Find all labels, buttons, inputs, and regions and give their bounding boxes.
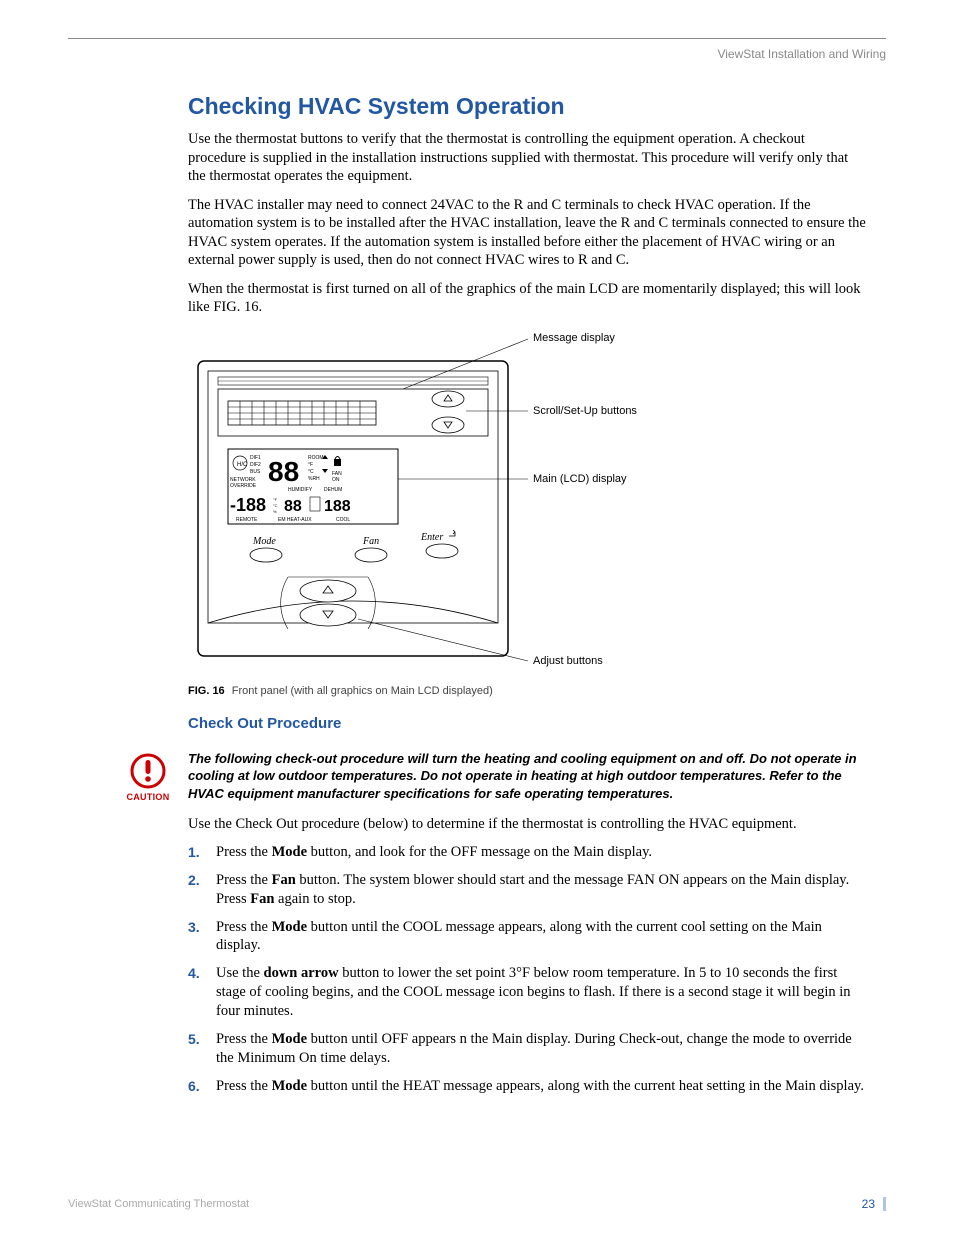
svg-text:DEHUM: DEHUM bbox=[324, 487, 342, 493]
footer-doc-title: ViewStat Communicating Thermostat bbox=[68, 1198, 249, 1210]
step-2: Press the Fan button. The system blower … bbox=[188, 871, 866, 909]
checkout-intro: Use the Check Out procedure (below) to d… bbox=[188, 815, 866, 834]
svg-text:Main (LCD) display: Main (LCD) display bbox=[533, 473, 627, 485]
svg-text:Mode: Mode bbox=[252, 536, 276, 547]
step-6: Press the Mode button until the HEAT mes… bbox=[188, 1077, 866, 1096]
thermostat-diagram: H/C DIF1 DIF2 BUS NETWORK OVERRIDE 88 RO… bbox=[188, 329, 648, 679]
figure-16: H/C DIF1 DIF2 BUS NETWORK OVERRIDE 88 RO… bbox=[188, 329, 866, 697]
svg-text:°F: °F bbox=[308, 462, 313, 468]
svg-text:Adjust buttons: Adjust buttons bbox=[533, 655, 603, 667]
intro-paragraph-1: Use the thermostat buttons to verify tha… bbox=[188, 130, 866, 186]
page-footer: ViewStat Communicating Thermostat 23 bbox=[68, 1197, 886, 1211]
header-rule bbox=[68, 38, 886, 39]
step-1: Press the Mode button, and look for the … bbox=[188, 843, 866, 862]
svg-text:ROOM: ROOM bbox=[308, 455, 324, 461]
step-4: Use the down arrow button to lower the s… bbox=[188, 964, 866, 1021]
svg-text:88: 88 bbox=[284, 498, 302, 515]
svg-text:OVERRIDE: OVERRIDE bbox=[230, 483, 257, 489]
svg-text:88: 88 bbox=[268, 456, 299, 487]
intro-paragraph-2: The HVAC installer may need to connect 2… bbox=[188, 196, 866, 270]
svg-text:HUMIDIFY: HUMIDIFY bbox=[288, 487, 313, 493]
figure-caption-text: Front panel (with all graphics on Main L… bbox=[232, 685, 493, 697]
svg-text:EM HEAT-AUX: EM HEAT-AUX bbox=[278, 517, 312, 523]
svg-text:%RH: %RH bbox=[308, 476, 320, 482]
svg-text:%: % bbox=[273, 509, 277, 514]
svg-text:Enter: Enter bbox=[420, 532, 443, 543]
page-title: Checking HVAC System Operation bbox=[188, 93, 866, 120]
header-section: ViewStat Installation and Wiring bbox=[68, 47, 886, 61]
intro-paragraph-3: When the thermostat is first turned on a… bbox=[188, 280, 866, 317]
step-5: Press the Mode button until OFF appears … bbox=[188, 1030, 866, 1068]
svg-text:°C: °C bbox=[308, 469, 314, 475]
caution-label: CAUTION bbox=[118, 792, 178, 802]
svg-text:°C: °C bbox=[273, 503, 278, 508]
caution-text: The following check-out procedure will t… bbox=[178, 746, 866, 803]
footer-page-number: 23 bbox=[862, 1197, 886, 1211]
svg-text:DIF1: DIF1 bbox=[250, 455, 261, 461]
svg-text:-188: -188 bbox=[230, 495, 266, 515]
step-3: Press the Mode button until the COOL mes… bbox=[188, 918, 866, 956]
svg-text:COOL: COOL bbox=[336, 517, 350, 523]
figure-caption: FIG. 16 Front panel (with all graphics o… bbox=[188, 685, 866, 697]
svg-text:Scroll/Set-Up buttons: Scroll/Set-Up buttons bbox=[533, 405, 637, 417]
caution-block: CAUTION The following check-out procedur… bbox=[118, 746, 866, 803]
figure-label: FIG. 16 bbox=[188, 685, 225, 697]
svg-text:Fan: Fan bbox=[362, 536, 379, 547]
svg-text:REMOTE: REMOTE bbox=[236, 517, 258, 523]
svg-text:188: 188 bbox=[324, 498, 351, 515]
caution-icon: CAUTION bbox=[118, 746, 178, 802]
checkout-steps: Press the Mode button, and look for the … bbox=[188, 843, 866, 1095]
svg-text:ON: ON bbox=[332, 477, 340, 483]
svg-text:DIF2: DIF2 bbox=[250, 462, 261, 468]
checkout-heading: Check Out Procedure bbox=[188, 715, 866, 732]
svg-text:BUS: BUS bbox=[250, 469, 261, 475]
svg-text:H/C: H/C bbox=[237, 462, 248, 468]
svg-text:Message display: Message display bbox=[533, 332, 615, 344]
svg-text:°F: °F bbox=[273, 497, 278, 502]
